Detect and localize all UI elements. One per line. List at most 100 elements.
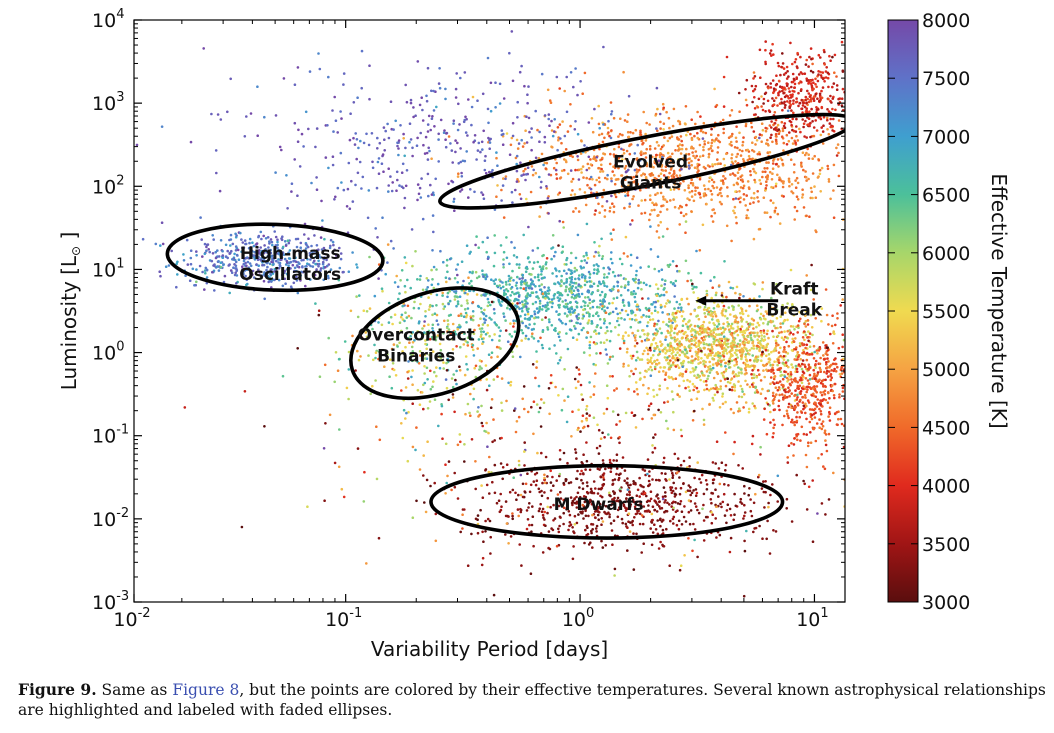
data-point [710,198,713,201]
data-point [769,382,772,386]
data-point [742,158,745,161]
data-point [840,372,844,375]
data-point [864,87,867,90]
data-point [773,360,776,364]
data-point [781,162,785,166]
data-point [747,216,750,220]
data-point [474,375,478,379]
data-point [280,238,284,242]
data-point [447,135,451,138]
data-point [577,332,581,336]
data-point [545,187,549,190]
data-point [779,315,782,319]
data-point [770,296,773,300]
data-point [695,249,698,253]
data-point [793,163,796,166]
data-point [693,134,696,138]
data-point [807,153,810,156]
data-point [738,190,741,193]
data-point [468,270,472,274]
data-point [217,255,221,258]
data-point [715,344,718,347]
data-point [676,342,679,346]
data-point [807,339,810,343]
data-point [751,402,754,405]
data-point [601,170,605,173]
data-point [629,354,633,358]
data-point [808,332,812,335]
data-point [740,387,744,391]
data-point [690,178,693,181]
data-point [593,330,596,333]
data-point [833,358,836,362]
data-point [744,204,747,207]
data-point [820,393,824,397]
data-point [705,370,709,373]
data-point [827,391,830,395]
data-point [746,180,750,183]
data-point [778,222,782,225]
data-point [738,110,741,113]
data-point [175,285,178,289]
data-point [604,293,607,296]
data-point [597,264,600,268]
data-point [837,346,841,350]
data-point [645,147,648,151]
data-point [477,324,481,327]
data-point [753,180,757,184]
data-point [660,204,663,208]
data-point [451,348,455,351]
data-point [835,154,839,157]
data-point [829,374,832,378]
data-point [484,318,487,322]
data-point [456,175,460,178]
data-point [789,331,792,335]
data-point [462,315,466,319]
data-point [477,406,480,409]
data-point [715,371,719,374]
data-point [743,343,746,347]
data-point [669,188,673,191]
data-point [788,101,791,105]
data-point [803,363,806,367]
data-point [690,339,693,343]
data-point [765,362,769,366]
data-point [737,327,740,331]
data-point [711,318,714,321]
data-point [829,378,833,382]
data-point [698,178,702,181]
data-point [785,133,789,137]
data-point [629,253,633,257]
data-point [861,113,864,116]
data-point [826,353,829,357]
data-point [606,177,609,181]
data-point [460,260,464,264]
data-point [515,287,519,290]
data-point [612,165,615,168]
data-point [787,177,791,181]
data-point [656,299,660,303]
data-point [823,429,827,433]
data-point [656,191,659,195]
data-point [418,350,422,353]
data-point [733,205,737,209]
data-point [717,284,721,287]
data-point [825,372,828,375]
data-point [821,398,824,402]
data-point [676,346,680,350]
data-point [421,327,424,330]
data-point [668,263,672,267]
data-point [616,281,620,284]
data-point [745,214,748,217]
data-point [656,330,659,333]
data-point [733,385,737,389]
data-point [602,266,605,270]
data-point [545,161,549,165]
data-point [499,329,502,333]
data-point [597,270,600,273]
data-point [859,210,862,213]
data-point [748,349,752,352]
data-point [680,306,683,310]
data-point [325,264,329,268]
data-point [358,294,361,297]
